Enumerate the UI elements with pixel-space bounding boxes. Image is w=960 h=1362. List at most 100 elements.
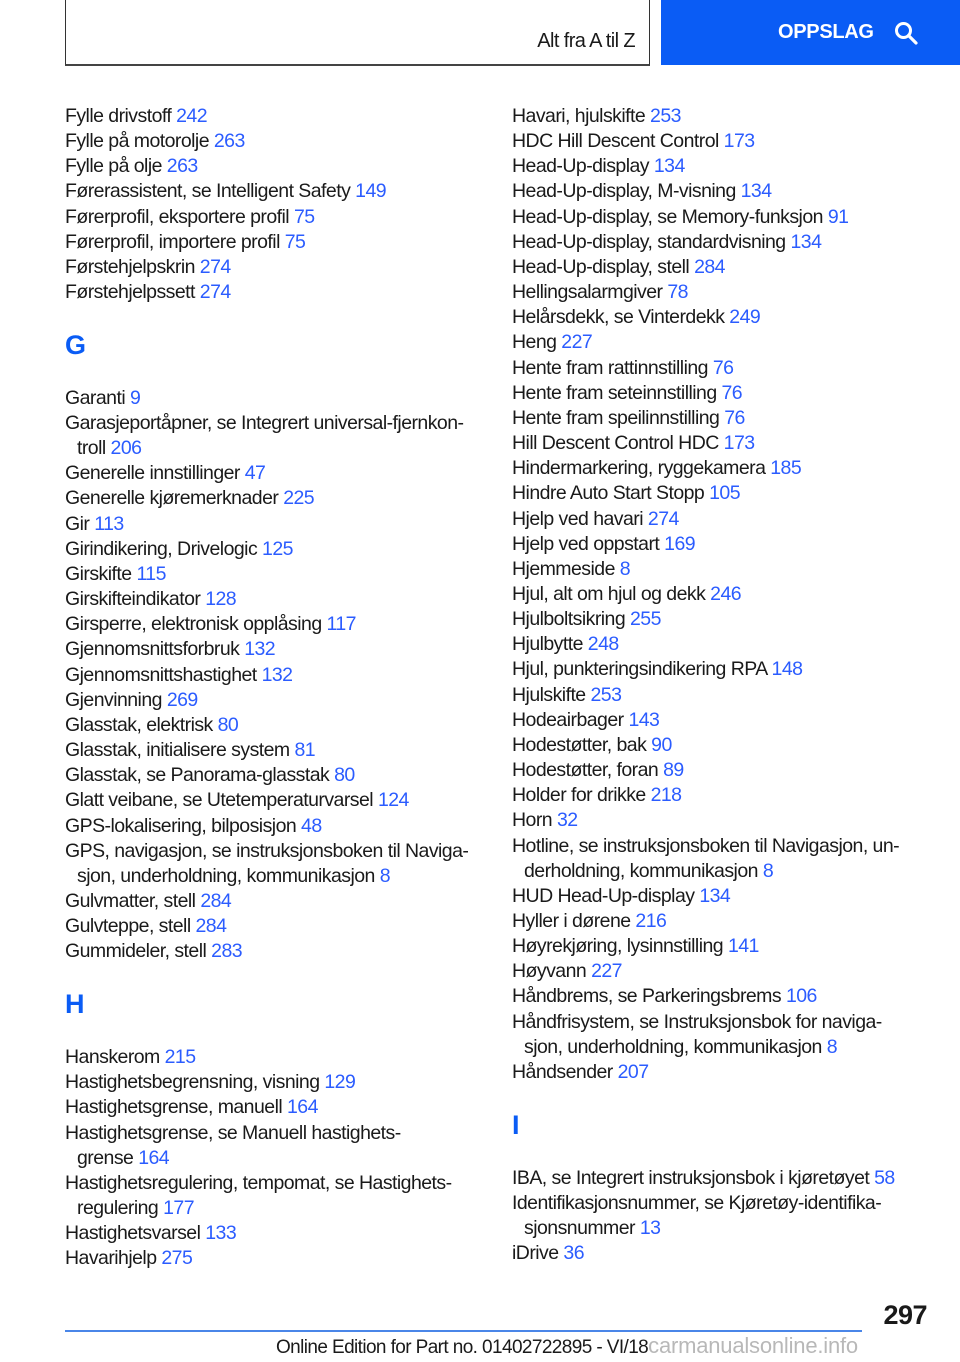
entry-term: Hente fram seteinnstilling: [512, 381, 717, 404]
page-link[interactable]: 141: [727, 935, 759, 958]
entry-term: Head-Up-display, M-visning: [512, 180, 736, 203]
page-link[interactable]: 124: [377, 789, 409, 812]
entry-term: Hindre Auto Start Stopp: [512, 482, 705, 505]
page-link[interactable]: 227: [591, 960, 622, 983]
page-link[interactable]: 143: [628, 708, 660, 731]
page-link[interactable]: 284: [195, 915, 227, 938]
page-link[interactable]: 248: [587, 633, 619, 656]
page-link[interactable]: 134: [653, 155, 685, 178]
page-link[interactable]: 75: [284, 230, 306, 253]
page-link[interactable]: 149: [355, 180, 387, 203]
lookup-button[interactable]: OPPSLAG: [661, 0, 960, 65]
entry-term: Head-Up-display, standardvisning: [512, 230, 786, 253]
page-link[interactable]: 48: [301, 814, 322, 837]
page-link[interactable]: 76: [712, 356, 734, 379]
page-link[interactable]: 177: [163, 1196, 194, 1219]
page-link[interactable]: 76: [724, 406, 745, 429]
page-link[interactable]: 132: [261, 663, 293, 686]
page-link[interactable]: 164: [138, 1146, 170, 1169]
page-link[interactable]: 115: [136, 562, 166, 585]
page-link[interactable]: 216: [635, 910, 667, 932]
page-link[interactable]: 81: [294, 739, 316, 762]
index-entry: Head-Up-display, stell 284: [512, 255, 952, 280]
index-entry: Hente fram seteinnstilling 76: [512, 381, 952, 406]
index-entry: Horn 32: [512, 808, 952, 833]
page-link[interactable]: 225: [283, 487, 315, 510]
page-link[interactable]: 263: [213, 130, 245, 153]
page-link[interactable]: 134: [699, 884, 731, 907]
footer: Online Edition for Part no. 01402722895 …: [276, 1333, 858, 1359]
page-link[interactable]: 215: [164, 1046, 196, 1069]
page-link[interactable]: 13: [639, 1217, 661, 1239]
page-link[interactable]: 36: [563, 1242, 585, 1265]
page-link[interactable]: 117: [326, 613, 357, 636]
index-entry: Garanti 9: [65, 386, 505, 411]
page-link[interactable]: 164: [287, 1096, 318, 1119]
page-link[interactable]: 132: [244, 638, 276, 661]
page-link[interactable]: 255: [630, 608, 661, 631]
page-link[interactable]: 275: [161, 1247, 193, 1270]
page-link[interactable]: 253: [650, 105, 681, 127]
index-entry: Girindikering, Drivelogic 125: [65, 537, 505, 562]
page-link[interactable]: 134: [790, 230, 822, 253]
page-link[interactable]: 206: [110, 437, 142, 460]
page-link[interactable]: 284: [200, 889, 232, 912]
page-link[interactable]: 173: [723, 432, 755, 455]
page-link[interactable]: 129: [324, 1071, 356, 1094]
page-link[interactable]: 274: [647, 507, 679, 530]
page-link[interactable]: 90: [651, 733, 672, 756]
page-link[interactable]: 8: [379, 864, 391, 887]
page-link[interactable]: 80: [334, 764, 355, 787]
page-link[interactable]: 227: [561, 331, 593, 354]
index-entry: GPS-lokalisering, bilposisjon 48: [65, 814, 505, 839]
page-link[interactable]: 78: [667, 281, 688, 304]
page-link[interactable]: 218: [650, 784, 682, 807]
page-link[interactable]: 133: [205, 1222, 237, 1245]
page-link[interactable]: 32: [556, 809, 578, 832]
index-entry: Glasstak, initialisere system 81: [65, 738, 505, 763]
page-link[interactable]: 169: [664, 532, 696, 555]
page-link[interactable]: 58: [874, 1166, 895, 1189]
index-entry: Hjulboltsikring 255: [512, 607, 952, 632]
page-link[interactable]: 75: [293, 205, 315, 228]
page-link[interactable]: 246: [710, 582, 742, 605]
page-link[interactable]: 8: [762, 859, 774, 882]
page-link[interactable]: 113: [94, 512, 124, 535]
page-link[interactable]: 283: [211, 940, 243, 963]
page-link[interactable]: 106: [785, 985, 817, 1008]
page-link[interactable]: 148: [771, 658, 803, 681]
page-link[interactable]: 76: [721, 381, 743, 404]
index-entry: Hindermarkering, ryggekamera 185: [512, 456, 952, 481]
page-link[interactable]: 125: [262, 537, 293, 560]
page-link[interactable]: 91: [827, 205, 849, 228]
index-entry: Førerprofil, importere profil 75: [65, 230, 505, 255]
page-link[interactable]: 269: [166, 688, 198, 711]
page-link[interactable]: 9: [129, 386, 141, 409]
page-link[interactable]: 105: [709, 482, 740, 505]
entry-term: Hastighetsgrense, manuell: [65, 1096, 283, 1119]
chapter-title: Alt fra A til Z: [537, 30, 635, 52]
page-link[interactable]: 242: [176, 105, 208, 127]
page-link[interactable]: 8: [619, 557, 631, 580]
index-entry: GPS, navigasjon, se instruksjonsboken ti…: [65, 839, 505, 889]
page-link[interactable]: 47: [244, 462, 266, 485]
page-link[interactable]: 89: [663, 759, 684, 782]
page-link[interactable]: 207: [617, 1060, 649, 1083]
page-link[interactable]: 274: [199, 255, 231, 278]
page-link[interactable]: 253: [590, 683, 622, 706]
page-link[interactable]: 185: [770, 457, 802, 480]
page-link[interactable]: 134: [740, 180, 772, 203]
page-link[interactable]: 274: [199, 281, 231, 304]
entry-term: Gulvteppe, stell: [65, 915, 191, 938]
entry-term-continued: sjon, underholdning, kommunikasjon: [524, 1035, 822, 1058]
page-link[interactable]: 80: [217, 713, 239, 736]
index-entry: Head-Up-display 134: [512, 154, 952, 179]
page-link[interactable]: 128: [205, 588, 237, 611]
page-link[interactable]: 284: [694, 255, 725, 278]
index-entry: Hjelp ved oppstart 169: [512, 532, 952, 557]
page-link[interactable]: 249: [729, 306, 761, 329]
page-link[interactable]: 8: [826, 1035, 838, 1058]
page-link[interactable]: 263: [166, 155, 198, 178]
page-link[interactable]: 173: [723, 130, 755, 153]
index-entry: Hellingsalarmgiver 78: [512, 280, 952, 305]
